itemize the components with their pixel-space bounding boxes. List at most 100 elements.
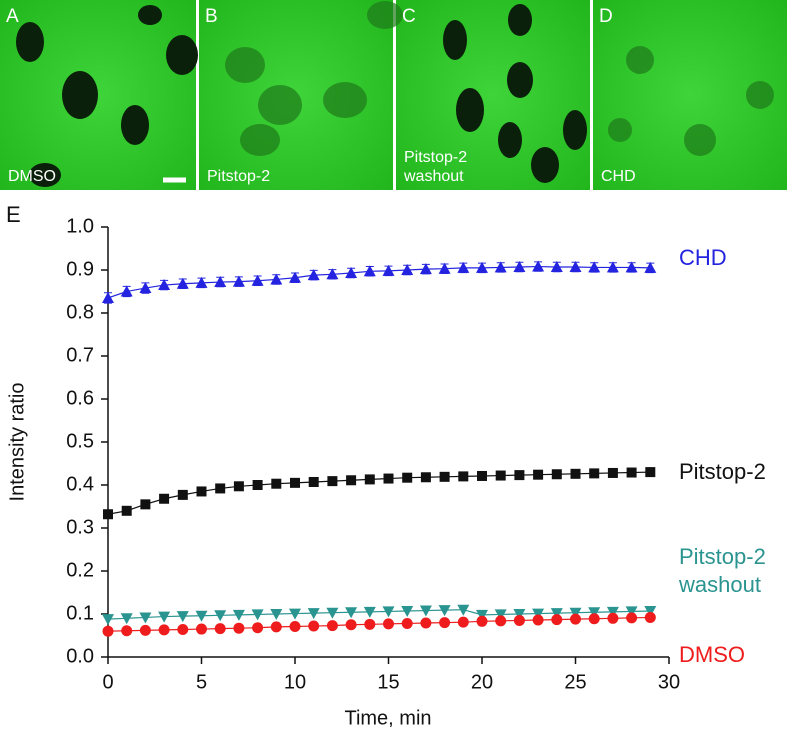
marker — [551, 614, 563, 626]
marker — [550, 260, 563, 272]
marker — [495, 615, 507, 627]
marker — [513, 614, 525, 626]
marker — [606, 606, 619, 618]
y-tick-label: 0.8 — [66, 301, 94, 323]
marker — [214, 276, 227, 288]
marker — [346, 475, 357, 486]
marker — [195, 610, 208, 622]
marker — [121, 505, 132, 516]
marker — [383, 473, 394, 484]
marker — [120, 285, 133, 297]
marker — [233, 481, 244, 492]
marker — [402, 472, 413, 483]
series-line — [107, 609, 651, 620]
marker — [532, 614, 544, 626]
marker — [438, 605, 451, 617]
marker — [177, 623, 189, 635]
marker — [457, 604, 470, 616]
marker — [196, 486, 207, 497]
marker — [439, 471, 450, 482]
marker — [308, 620, 320, 632]
marker — [195, 276, 208, 288]
y-tick-label: 0.6 — [66, 387, 94, 409]
marker — [401, 605, 414, 617]
marker — [607, 467, 618, 478]
series-label: Pitstop-2 washout — [679, 543, 766, 597]
y-tick-label: 0.2 — [66, 559, 94, 581]
marker — [513, 260, 526, 272]
y-axis-label: Intensity ratio — [6, 383, 28, 502]
marker — [102, 291, 114, 303]
y-tick-label: 0.5 — [66, 430, 94, 452]
x-tick-label: 0 — [102, 671, 113, 693]
x-tick-label: 5 — [196, 671, 207, 693]
x-tick-label: 25 — [564, 671, 586, 693]
marker — [345, 607, 358, 619]
marker — [290, 477, 300, 488]
marker — [270, 273, 283, 285]
marker — [457, 616, 469, 628]
series-label: DMSO — [679, 642, 745, 668]
x-tick-label: 10 — [284, 671, 306, 693]
marker — [645, 467, 656, 478]
marker — [364, 474, 375, 485]
marker — [626, 467, 637, 478]
marker — [401, 617, 413, 629]
marker — [420, 617, 432, 629]
marker — [139, 624, 151, 636]
panel-letter: C — [402, 6, 416, 27]
marker — [606, 261, 619, 273]
panel-letter: E — [6, 202, 21, 227]
marker — [308, 476, 319, 487]
marker — [289, 620, 301, 632]
marker — [588, 613, 600, 625]
panel-letter: D — [599, 6, 613, 27]
x-tick-label: 15 — [377, 671, 399, 693]
marker — [569, 260, 582, 272]
marker — [588, 607, 601, 619]
marker — [383, 618, 394, 630]
marker — [438, 262, 451, 274]
marker — [363, 606, 376, 618]
marker — [251, 609, 264, 621]
marker — [140, 499, 151, 510]
series-line — [107, 471, 651, 515]
marker — [159, 493, 170, 504]
marker — [476, 615, 488, 627]
panel-label: Pitstop-2 washout — [404, 149, 468, 185]
marker — [625, 606, 638, 618]
y-tick-label: 0.3 — [66, 516, 94, 538]
marker — [420, 472, 431, 483]
marker — [513, 609, 526, 620]
marker — [270, 609, 283, 620]
marker — [307, 608, 320, 620]
marker — [625, 261, 638, 273]
marker — [364, 618, 376, 630]
panel-label: Pitstop-2 — [207, 168, 271, 185]
marker — [121, 625, 133, 637]
marker — [588, 261, 601, 273]
marker — [252, 622, 264, 634]
marker — [569, 607, 582, 619]
marker — [232, 275, 245, 287]
marker — [326, 607, 339, 619]
marker — [326, 620, 338, 632]
y-tick-label: 1.0 — [66, 215, 94, 237]
marker — [550, 608, 563, 620]
marker — [214, 623, 226, 635]
faint-nuclei — [225, 1, 774, 156]
marker — [103, 509, 113, 520]
marker — [363, 265, 376, 277]
x-tick-label: 30 — [658, 671, 680, 693]
marker — [233, 622, 245, 634]
micrographs — [0, 0, 787, 190]
marker — [494, 609, 507, 621]
marker — [495, 470, 506, 481]
panel-letter: B — [205, 6, 218, 27]
marker — [102, 614, 114, 626]
x-tick-label: 20 — [471, 671, 493, 693]
marker — [532, 260, 545, 272]
marker — [494, 261, 507, 273]
